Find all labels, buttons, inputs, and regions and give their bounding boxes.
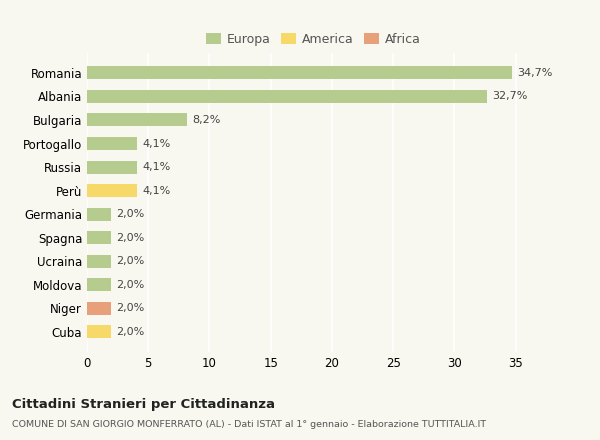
Text: Cittadini Stranieri per Cittadinanza: Cittadini Stranieri per Cittadinanza bbox=[12, 398, 275, 411]
Text: 2,0%: 2,0% bbox=[116, 280, 145, 290]
Text: 2,0%: 2,0% bbox=[116, 303, 145, 313]
Bar bbox=[87, 184, 137, 197]
Text: 4,1%: 4,1% bbox=[142, 186, 170, 196]
Bar bbox=[87, 161, 137, 173]
Text: 8,2%: 8,2% bbox=[192, 115, 221, 125]
Text: 2,0%: 2,0% bbox=[116, 327, 145, 337]
Text: COMUNE DI SAN GIORGIO MONFERRATO (AL) - Dati ISTAT al 1° gennaio - Elaborazione : COMUNE DI SAN GIORGIO MONFERRATO (AL) - … bbox=[12, 420, 486, 429]
Bar bbox=[87, 255, 112, 268]
Text: 4,1%: 4,1% bbox=[142, 139, 170, 149]
Bar bbox=[87, 279, 112, 291]
Legend: Europa, America, Africa: Europa, America, Africa bbox=[202, 29, 425, 50]
Text: 4,1%: 4,1% bbox=[142, 162, 170, 172]
Bar bbox=[87, 302, 112, 315]
Text: 32,7%: 32,7% bbox=[492, 92, 527, 102]
Bar bbox=[87, 208, 112, 220]
Text: 2,0%: 2,0% bbox=[116, 256, 145, 266]
Bar bbox=[87, 231, 112, 244]
Bar bbox=[87, 90, 487, 103]
Bar bbox=[87, 114, 187, 126]
Text: 34,7%: 34,7% bbox=[517, 68, 552, 78]
Text: 2,0%: 2,0% bbox=[116, 233, 145, 243]
Bar bbox=[87, 66, 512, 79]
Bar bbox=[87, 326, 112, 338]
Text: 2,0%: 2,0% bbox=[116, 209, 145, 219]
Bar bbox=[87, 137, 137, 150]
